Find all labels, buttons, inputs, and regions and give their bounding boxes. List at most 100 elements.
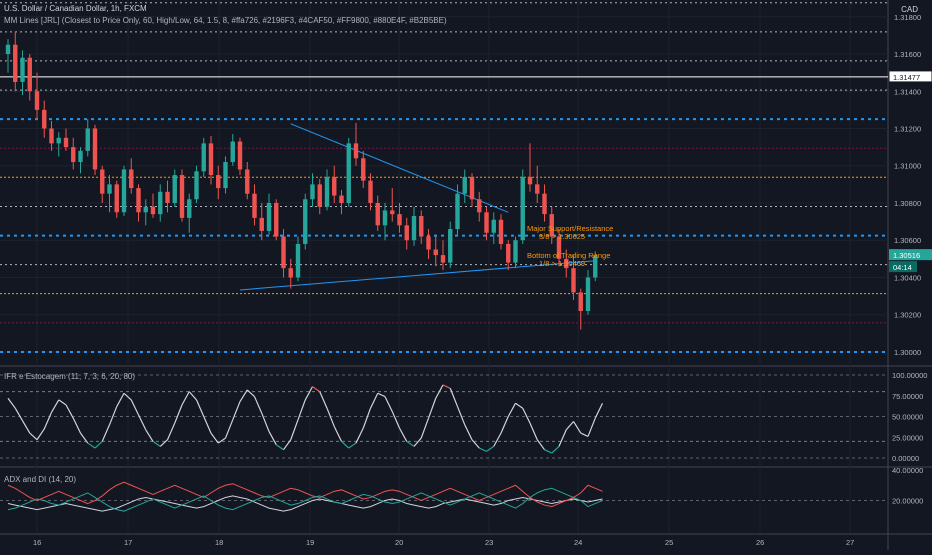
oscillator-segment [471,439,480,449]
candle-body [136,188,141,213]
adx-label[interactable]: ADX and DI (14, 20) [4,475,77,484]
candle-body [85,128,90,151]
currency-label: CAD [901,5,918,14]
candle-body [520,176,525,241]
oscillator-segment [362,407,372,429]
oscillator-label[interactable]: IFR e Estocagem (11, 7, 3, 6, 20, 80) [4,372,136,381]
candle-body [448,229,453,263]
candle-body [114,184,119,213]
oscillator-segment [58,399,67,406]
candle-body [158,191,163,215]
annotation-title: Bottom of Trading Range [527,251,610,260]
adx-pane [0,481,888,512]
oscillator-segment [594,402,604,419]
candle-body [237,141,243,170]
candle-body [564,258,569,269]
oscillator-segment [420,417,430,439]
oscillator-segment [464,424,473,441]
current-price-badge [889,249,932,261]
time-axis-label: 16 [33,538,41,547]
oscillator-segment [145,429,154,442]
oscillator-segment [348,442,357,449]
oscillator-segment [558,429,567,447]
oscillator-tick-label: 75.00000 [892,392,923,401]
candle-body [585,277,591,311]
oscillator-segment [377,392,386,398]
oscillator-segment [137,414,147,431]
candle-body [274,202,279,237]
price-axis[interactable]: 1.31800 1.31600 1.31400 1.31200 1.31000 1.308… [888,13,932,506]
countdown-label: 04:14 [893,263,912,272]
oscillator-segment [507,402,517,417]
oscillator-segment [232,401,241,421]
candle-body [71,147,76,163]
candle-body [201,143,206,172]
price-tick-label: 1.31600 [894,50,921,59]
oscillator-segment [94,440,103,449]
candle-body [165,191,170,203]
candle-body [397,214,402,226]
candle-body [542,193,547,215]
oscillator-tick-label: 50.00000 [892,413,923,422]
oscillator-segment [210,432,219,444]
time-axis[interactable]: 16 17 18 19 20 23 24 25 26 27 [33,538,854,547]
oscillator-segment [268,431,277,446]
candle-body [419,216,424,237]
oscillator-segment [275,444,284,451]
oscillator-segment [544,449,552,454]
oscillator-segment [174,404,183,424]
candle-body [172,175,177,203]
oscillator-segment [536,439,545,451]
candle-body [63,137,69,148]
candle-body [295,243,301,278]
price-tick-label: 1.30800 [894,199,921,208]
candle-body [549,214,554,237]
oscillator-segment [355,427,364,444]
oscillator-segment [50,399,60,413]
oscillator-segment [456,406,466,426]
candle-body [593,255,598,278]
oscillator-segment [14,407,24,421]
oscillator-segment [101,424,111,442]
oscillator-segment [515,402,524,409]
oscillator-segment [195,399,205,417]
time-axis-label: 27 [846,538,854,547]
candle-body [491,219,496,233]
candle-body [121,169,127,213]
oscillator-segment [130,399,140,416]
candle-body [13,44,18,82]
candle-body [288,268,293,278]
oscillator-segment [493,432,502,447]
oscillator-segment [319,391,328,409]
oscillator-segment [65,404,74,419]
time-axis-label: 17 [124,538,132,547]
adx-tick-label: 20.00000 [892,497,923,506]
candle-body [477,199,482,213]
candle-body [245,169,250,194]
oscillator-segment [261,412,270,432]
price-tick-label: 1.30000 [894,348,921,357]
time-axis-label: 18 [215,538,223,547]
indicator-title[interactable]: MM Lines [JRL] (Closest to Price Only, 6… [4,16,447,25]
candle-body [556,236,562,259]
candle-body [455,193,460,230]
oscillator-segment [333,426,343,442]
symbol-title[interactable]: U.S. Dollar / Canadian Dollar, 1h, FXCM [4,4,147,13]
oscillator-segment [486,445,495,452]
oscillator-tick-label: 25.00000 [892,433,923,442]
oscillator-segment [72,417,82,434]
time-axis-label: 19 [306,538,314,547]
price-tick-label: 1.31200 [894,124,921,133]
oscillator-segment [449,388,459,407]
annotation-value: 3/8 > 1.30625 [539,232,585,241]
price-tick-label: 1.31000 [894,162,921,171]
candle-body [42,109,47,129]
oscillator-segment [442,384,451,389]
candle-body [382,210,388,226]
candle-body [208,143,214,176]
oscillator-segment [188,391,197,401]
